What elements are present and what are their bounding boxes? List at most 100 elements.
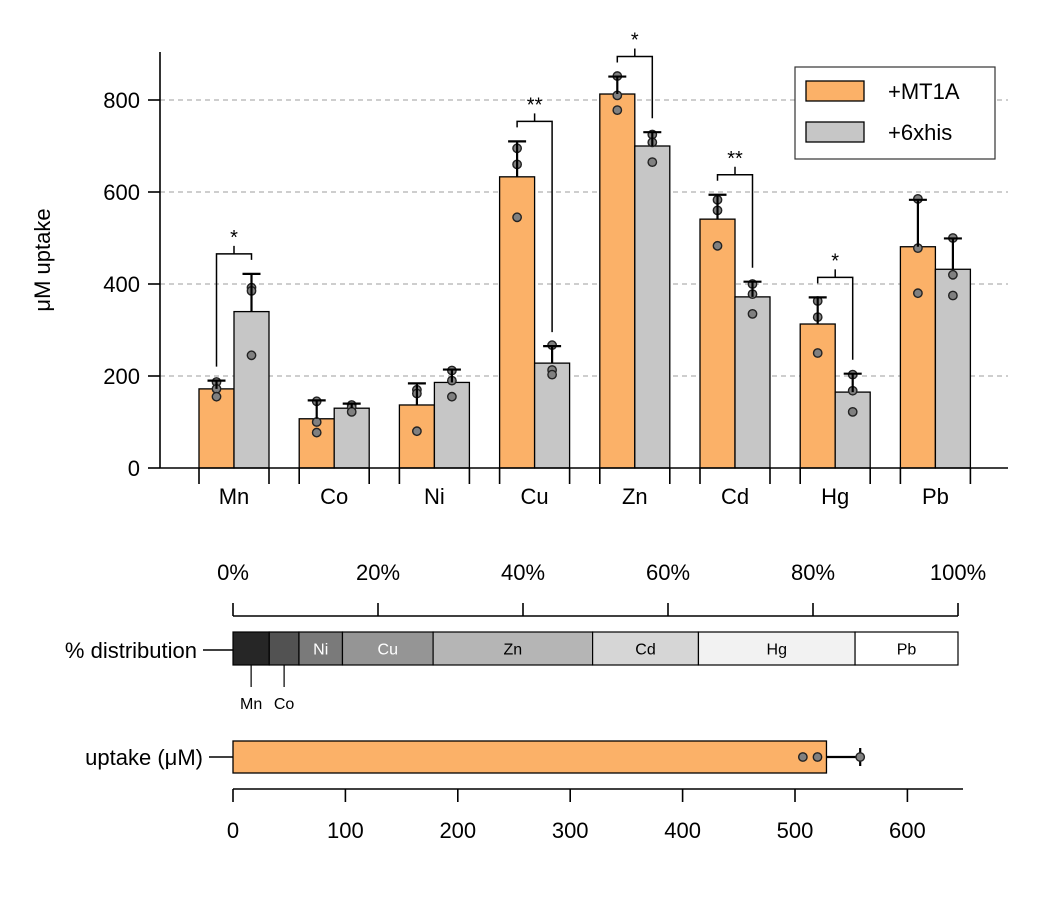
y-tick-label: 0 [128, 456, 140, 481]
replicate-point [547, 369, 557, 380]
percent-tick-label: 60% [646, 560, 690, 585]
replicate-point [948, 269, 958, 280]
segment-ni [298, 631, 344, 666]
uptake-tick-label: 500 [777, 818, 814, 843]
legend: +MT1A +6xhis [794, 66, 996, 160]
bar-co-mt1a [298, 418, 335, 469]
replicate-point [847, 406, 858, 417]
segment-label-co: Co [274, 696, 295, 713]
total-uptake-label: uptake (μM) [85, 745, 203, 770]
bar-pb-mt1a [899, 246, 937, 469]
segment-label-hg: Hg [767, 642, 787, 659]
significance-label: * [230, 227, 238, 249]
replicate-point [211, 391, 222, 402]
bar-ni-mt1a [398, 404, 436, 469]
x-tick-label-zn: Zn [622, 484, 648, 509]
total-uptake-points [797, 752, 866, 762]
segment-co [268, 631, 300, 666]
replicate-point [246, 350, 257, 361]
replicate-point [855, 752, 866, 762]
bar-cd-mt1a [699, 218, 736, 469]
total-uptake-bar [232, 740, 828, 774]
segment-label-mn: Mn [240, 696, 262, 713]
replicate-point [311, 417, 322, 427]
x-tick-label-mn: Mn [219, 484, 250, 509]
bar-zn-6xhis [634, 145, 671, 469]
legend-swatch-6xhis [805, 121, 865, 143]
uptake-tick-label: 300 [552, 818, 589, 843]
bar-hg-mt1a [799, 323, 836, 469]
percent-tick-label: 40% [501, 560, 545, 585]
percent-tick-label: 100% [930, 560, 986, 585]
error-bars [207, 75, 962, 419]
distribution-segments: Mn Co Ni Cu Zn Cd Hg Pb [232, 631, 959, 713]
y-tick-label: 400 [103, 272, 140, 297]
replicate-point [812, 752, 823, 762]
bar-pb-6xhis [934, 268, 972, 469]
replicate-point [612, 105, 623, 116]
replicate-point [446, 391, 457, 402]
percent-tick-label: 20% [356, 560, 400, 585]
replicate-point [712, 240, 723, 251]
percent-tick-label: 0% [217, 560, 249, 585]
replicate-point [311, 427, 322, 438]
x-tick-label-pb: Pb [922, 484, 949, 509]
uptake-tick-label: 200 [439, 818, 476, 843]
x-ticks: Mn Co Ni Cu Zn Cd Hg Pb [198, 468, 972, 509]
legend-label-6xhis: +6xhis [888, 120, 952, 145]
replicate-point [411, 426, 422, 437]
segment-mn [232, 631, 270, 666]
segment-label-cd: Cd [635, 642, 655, 659]
bar-zn-mt1a [599, 93, 636, 469]
replicate-point [747, 308, 758, 319]
bar-mn-6xhis [233, 310, 270, 469]
uptake-tick-label: 400 [664, 818, 701, 843]
bar-cd-6xhis [734, 296, 771, 469]
legend-label-mt1a: +MT1A [888, 79, 960, 104]
bar-hg-6xhis [834, 391, 871, 469]
significance-markers: ******* [215, 30, 854, 367]
significance-label: ** [727, 148, 743, 170]
x-tick-label-cd: Cd [721, 484, 749, 509]
bars [198, 93, 972, 469]
y-tick-label: 200 [103, 364, 140, 389]
bar-cu-mt1a [498, 176, 536, 469]
replicate-point [913, 288, 923, 299]
uptake-axis-ticks: 0 100 200 300 400 500 600 [227, 789, 926, 843]
replicate-point [948, 290, 958, 301]
segment-label-ni: Ni [313, 642, 328, 659]
y-tick-label: 600 [103, 180, 140, 205]
percent-axis-ticks: 0% 20% 40% 60% 80% 100% [217, 560, 986, 616]
significance-label: * [831, 250, 839, 272]
replicate-point [797, 752, 808, 762]
segment-cd [591, 631, 700, 666]
replicate-point [346, 406, 357, 417]
replicate-point [647, 157, 658, 168]
replicate-point [812, 348, 823, 358]
distribution-chart: 0% 20% 40% 60% 80% 100% Mn Co Ni Cu Zn Cd Hg Pb % di… [65, 560, 986, 713]
bar-co-6xhis [333, 407, 370, 469]
total-uptake-chart: 0 100 200 300 400 500 600 uptake (μM) [85, 740, 963, 843]
significance-label: * [631, 30, 639, 52]
segment-label-cu: Cu [378, 642, 398, 659]
segment-label-zn: Zn [504, 642, 523, 659]
x-tick-label-cu: Cu [521, 484, 549, 509]
y-axis-label: μM uptake [30, 208, 55, 311]
y-tick-label: 800 [103, 88, 140, 113]
segment-zn [432, 631, 594, 666]
segment-label-pb: Pb [897, 642, 917, 659]
bar-cu-6xhis [533, 362, 571, 469]
replicate-point [512, 212, 522, 223]
x-tick-label-hg: Hg [821, 484, 849, 509]
distribution-label: % distribution [65, 638, 197, 663]
x-tick-label-ni: Ni [424, 484, 445, 509]
uptake-tick-label: 600 [889, 818, 926, 843]
uptake-tick-label: 0 [227, 818, 239, 843]
x-tick-label-co: Co [320, 484, 348, 509]
significance-label: ** [527, 94, 543, 116]
legend-swatch-mt1a [805, 80, 865, 102]
y-ticks: 0 200 400 600 800 [103, 88, 160, 481]
segment-cu [341, 631, 434, 666]
percent-tick-label: 80% [791, 560, 835, 585]
